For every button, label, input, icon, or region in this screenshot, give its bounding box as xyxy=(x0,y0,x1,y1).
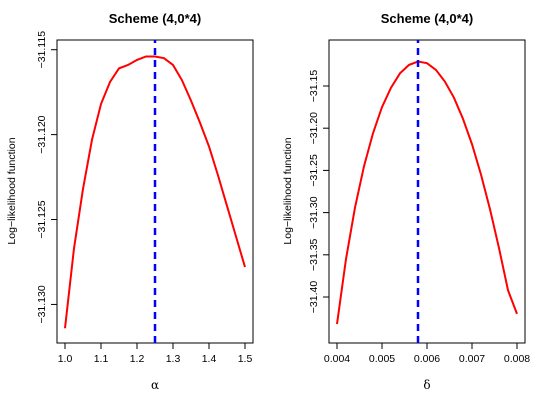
x-tick-label: 1.4 xyxy=(202,353,217,365)
chart-panel-alpha: Scheme (4,0*4) α Log−likelihood function… xyxy=(6,11,254,392)
y-tick-label: −31.25 xyxy=(308,154,320,187)
x-tick-label: 1.2 xyxy=(130,353,145,365)
x-tick-label: 1.3 xyxy=(166,353,181,365)
y-axis-label: Log−likelihood function xyxy=(282,137,294,244)
x-ticks: 1.0 1.1 1.2 1.3 1.4 1.5 xyxy=(58,343,253,365)
x-axis-label: δ xyxy=(423,378,430,392)
x-tick-label: 0.008 xyxy=(504,353,530,365)
chart-title: Scheme (4,0*4) xyxy=(109,11,202,26)
x-tick-label: 0.005 xyxy=(369,353,395,365)
chart-title: Scheme (4,0*4) xyxy=(381,11,474,26)
x-axis-label: α xyxy=(151,378,159,392)
log-likelihood-curve xyxy=(336,60,518,325)
y-ticks: −31.15 −31.20 −31.25 −31.30 −31.35 −31.40 xyxy=(308,70,329,314)
y-tick-label: −31.115 xyxy=(36,31,48,69)
chart-panel-delta: Scheme (4,0*4) δ Log−likelihood function… xyxy=(282,11,530,392)
y-tick-label: −31.20 xyxy=(308,112,320,145)
x-tick-label: 0.007 xyxy=(459,353,485,365)
x-tick-label: 1.0 xyxy=(58,353,73,365)
x-tick-label: 1.5 xyxy=(238,353,253,365)
log-likelihood-curve xyxy=(64,55,246,329)
y-axis-label: Log−likelihood function xyxy=(6,137,18,244)
x-tick-label: 0.004 xyxy=(324,353,350,365)
y-tick-label: −31.120 xyxy=(36,115,48,153)
y-tick-label: −31.40 xyxy=(308,281,320,314)
y-tick-label: −31.130 xyxy=(36,285,48,323)
y-tick-label: −31.15 xyxy=(308,70,320,103)
x-tick-label: 1.1 xyxy=(94,353,109,365)
y-tick-label: −31.35 xyxy=(308,238,320,271)
x-ticks: 0.004 0.005 0.006 0.007 0.008 xyxy=(324,343,530,365)
y-tick-label: −31.125 xyxy=(36,200,48,238)
y-tick-label: −31.30 xyxy=(308,196,320,229)
y-ticks: −31.115 −31.120 −31.125 −31.130 xyxy=(36,31,57,324)
x-tick-label: 0.006 xyxy=(414,353,440,365)
